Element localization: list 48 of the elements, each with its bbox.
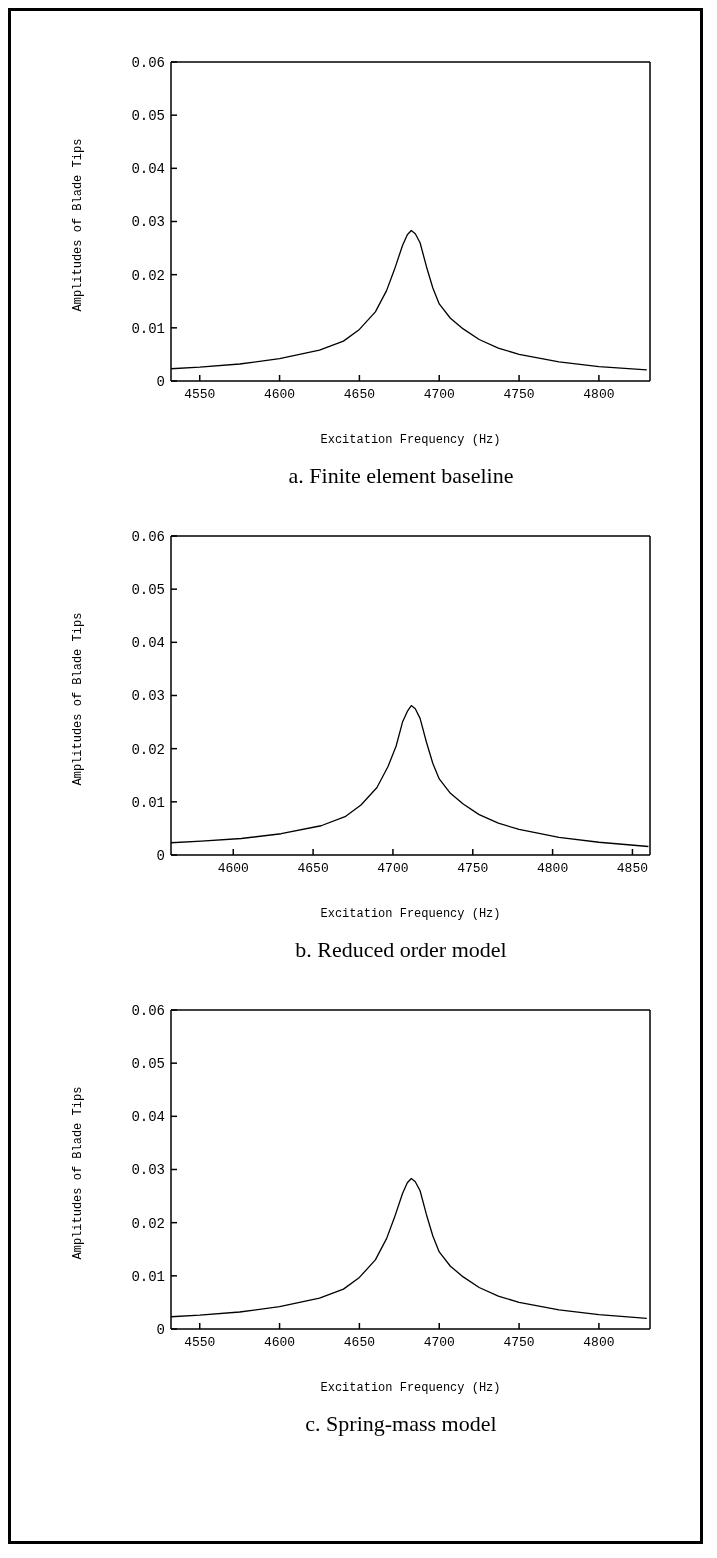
x-tick-label: 4700: [423, 387, 455, 403]
x-tick-label: 4650: [297, 861, 329, 877]
y-tick-label: 0.04: [131, 635, 165, 652]
y-tick-label: 0.06: [131, 54, 165, 71]
x-axis-title: Excitation Frequency (Hz): [320, 907, 501, 921]
x-tick-label: 4650: [343, 387, 376, 403]
x-tick-label: 4800: [536, 861, 569, 877]
y-tick-label: 0.06: [131, 528, 165, 545]
text: c. Spring-mass model: [304, 1411, 498, 1437]
x-tick-label: 4550: [184, 387, 216, 403]
y-tick-label: 0: [156, 847, 165, 864]
x-tick-label: 4600: [217, 861, 249, 877]
x-tick-label: 4750: [457, 861, 489, 877]
x-tick-label: 4850: [616, 861, 649, 877]
y-tick-label: 0: [156, 373, 165, 390]
x-tick-label: 4600: [263, 1335, 296, 1351]
x-tick-label: 4700: [423, 1335, 455, 1351]
x-tick-label: 4750: [503, 1335, 535, 1351]
y-tick-label: 0.02: [131, 267, 165, 284]
y-tick-label: 0.03: [131, 688, 165, 705]
y-tick-label: 0.05: [131, 1056, 165, 1073]
y-tick-label: 0.01: [131, 320, 165, 337]
y-tick-label: 0.06: [131, 1002, 165, 1019]
y-tick-label: 0.04: [131, 161, 165, 178]
x-tick-label: 4800: [583, 387, 615, 403]
y-tick-label: 0.02: [131, 1215, 165, 1232]
text: b. Reduced order model: [294, 937, 508, 963]
x-tick-label: 4600: [263, 387, 296, 403]
text: a. Finite element baseline: [287, 463, 515, 489]
y-tick-label: 0.05: [131, 108, 165, 125]
x-tick-label: 4750: [503, 387, 535, 403]
x-tick-label: 4650: [343, 1335, 376, 1351]
y-axis-title: Amplitudes of Blade Tips: [71, 138, 86, 312]
y-tick-label: 0: [156, 1321, 165, 1338]
y-tick-label: 0.03: [131, 1162, 165, 1179]
y-tick-label: 0.04: [131, 1109, 165, 1126]
x-tick-label: 4800: [583, 1335, 615, 1351]
y-tick-label: 0.05: [131, 582, 165, 599]
y-axis-title: Amplitudes of Blade Tips: [71, 1086, 86, 1260]
y-tick-label: 0.02: [131, 741, 165, 758]
x-axis-title: Excitation Frequency (Hz): [320, 1381, 501, 1395]
x-axis-title: Excitation Frequency (Hz): [320, 433, 501, 447]
y-tick-label: 0.03: [131, 214, 165, 231]
x-tick-label: 4700: [377, 861, 409, 877]
y-tick-label: 0.01: [131, 794, 165, 811]
y-tick-label: 0.01: [131, 1268, 165, 1285]
x-tick-label: 4550: [184, 1335, 216, 1351]
y-axis-title: Amplitudes of Blade Tips: [71, 612, 86, 786]
